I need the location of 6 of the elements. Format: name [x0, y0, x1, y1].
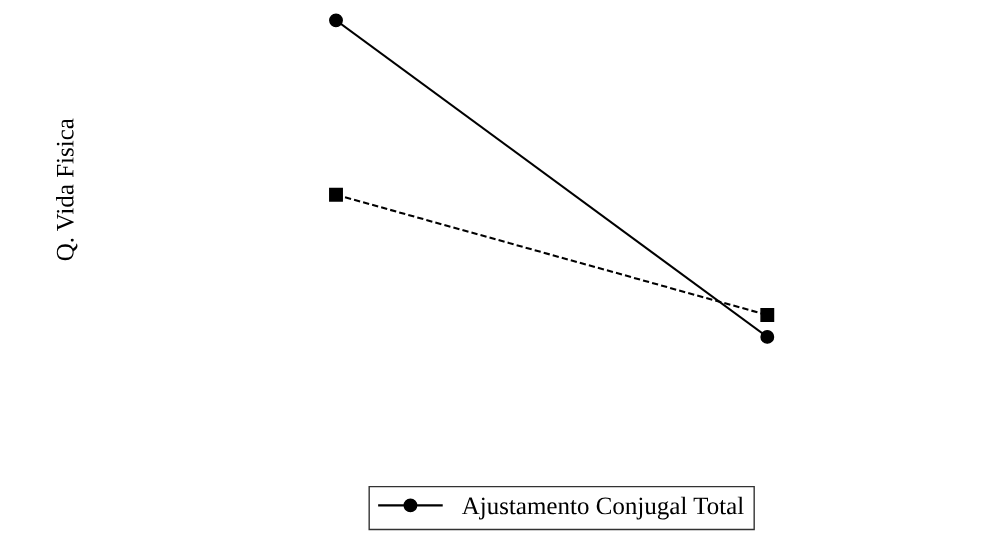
legend-label: Ajustamento Conjugal Total: [461, 496, 744, 520]
y-axis-title: Q. Vida Fisica: [56, 118, 78, 261]
point: [760, 329, 775, 344]
point: [329, 187, 343, 202]
point: [329, 13, 343, 28]
point: [760, 308, 775, 323]
